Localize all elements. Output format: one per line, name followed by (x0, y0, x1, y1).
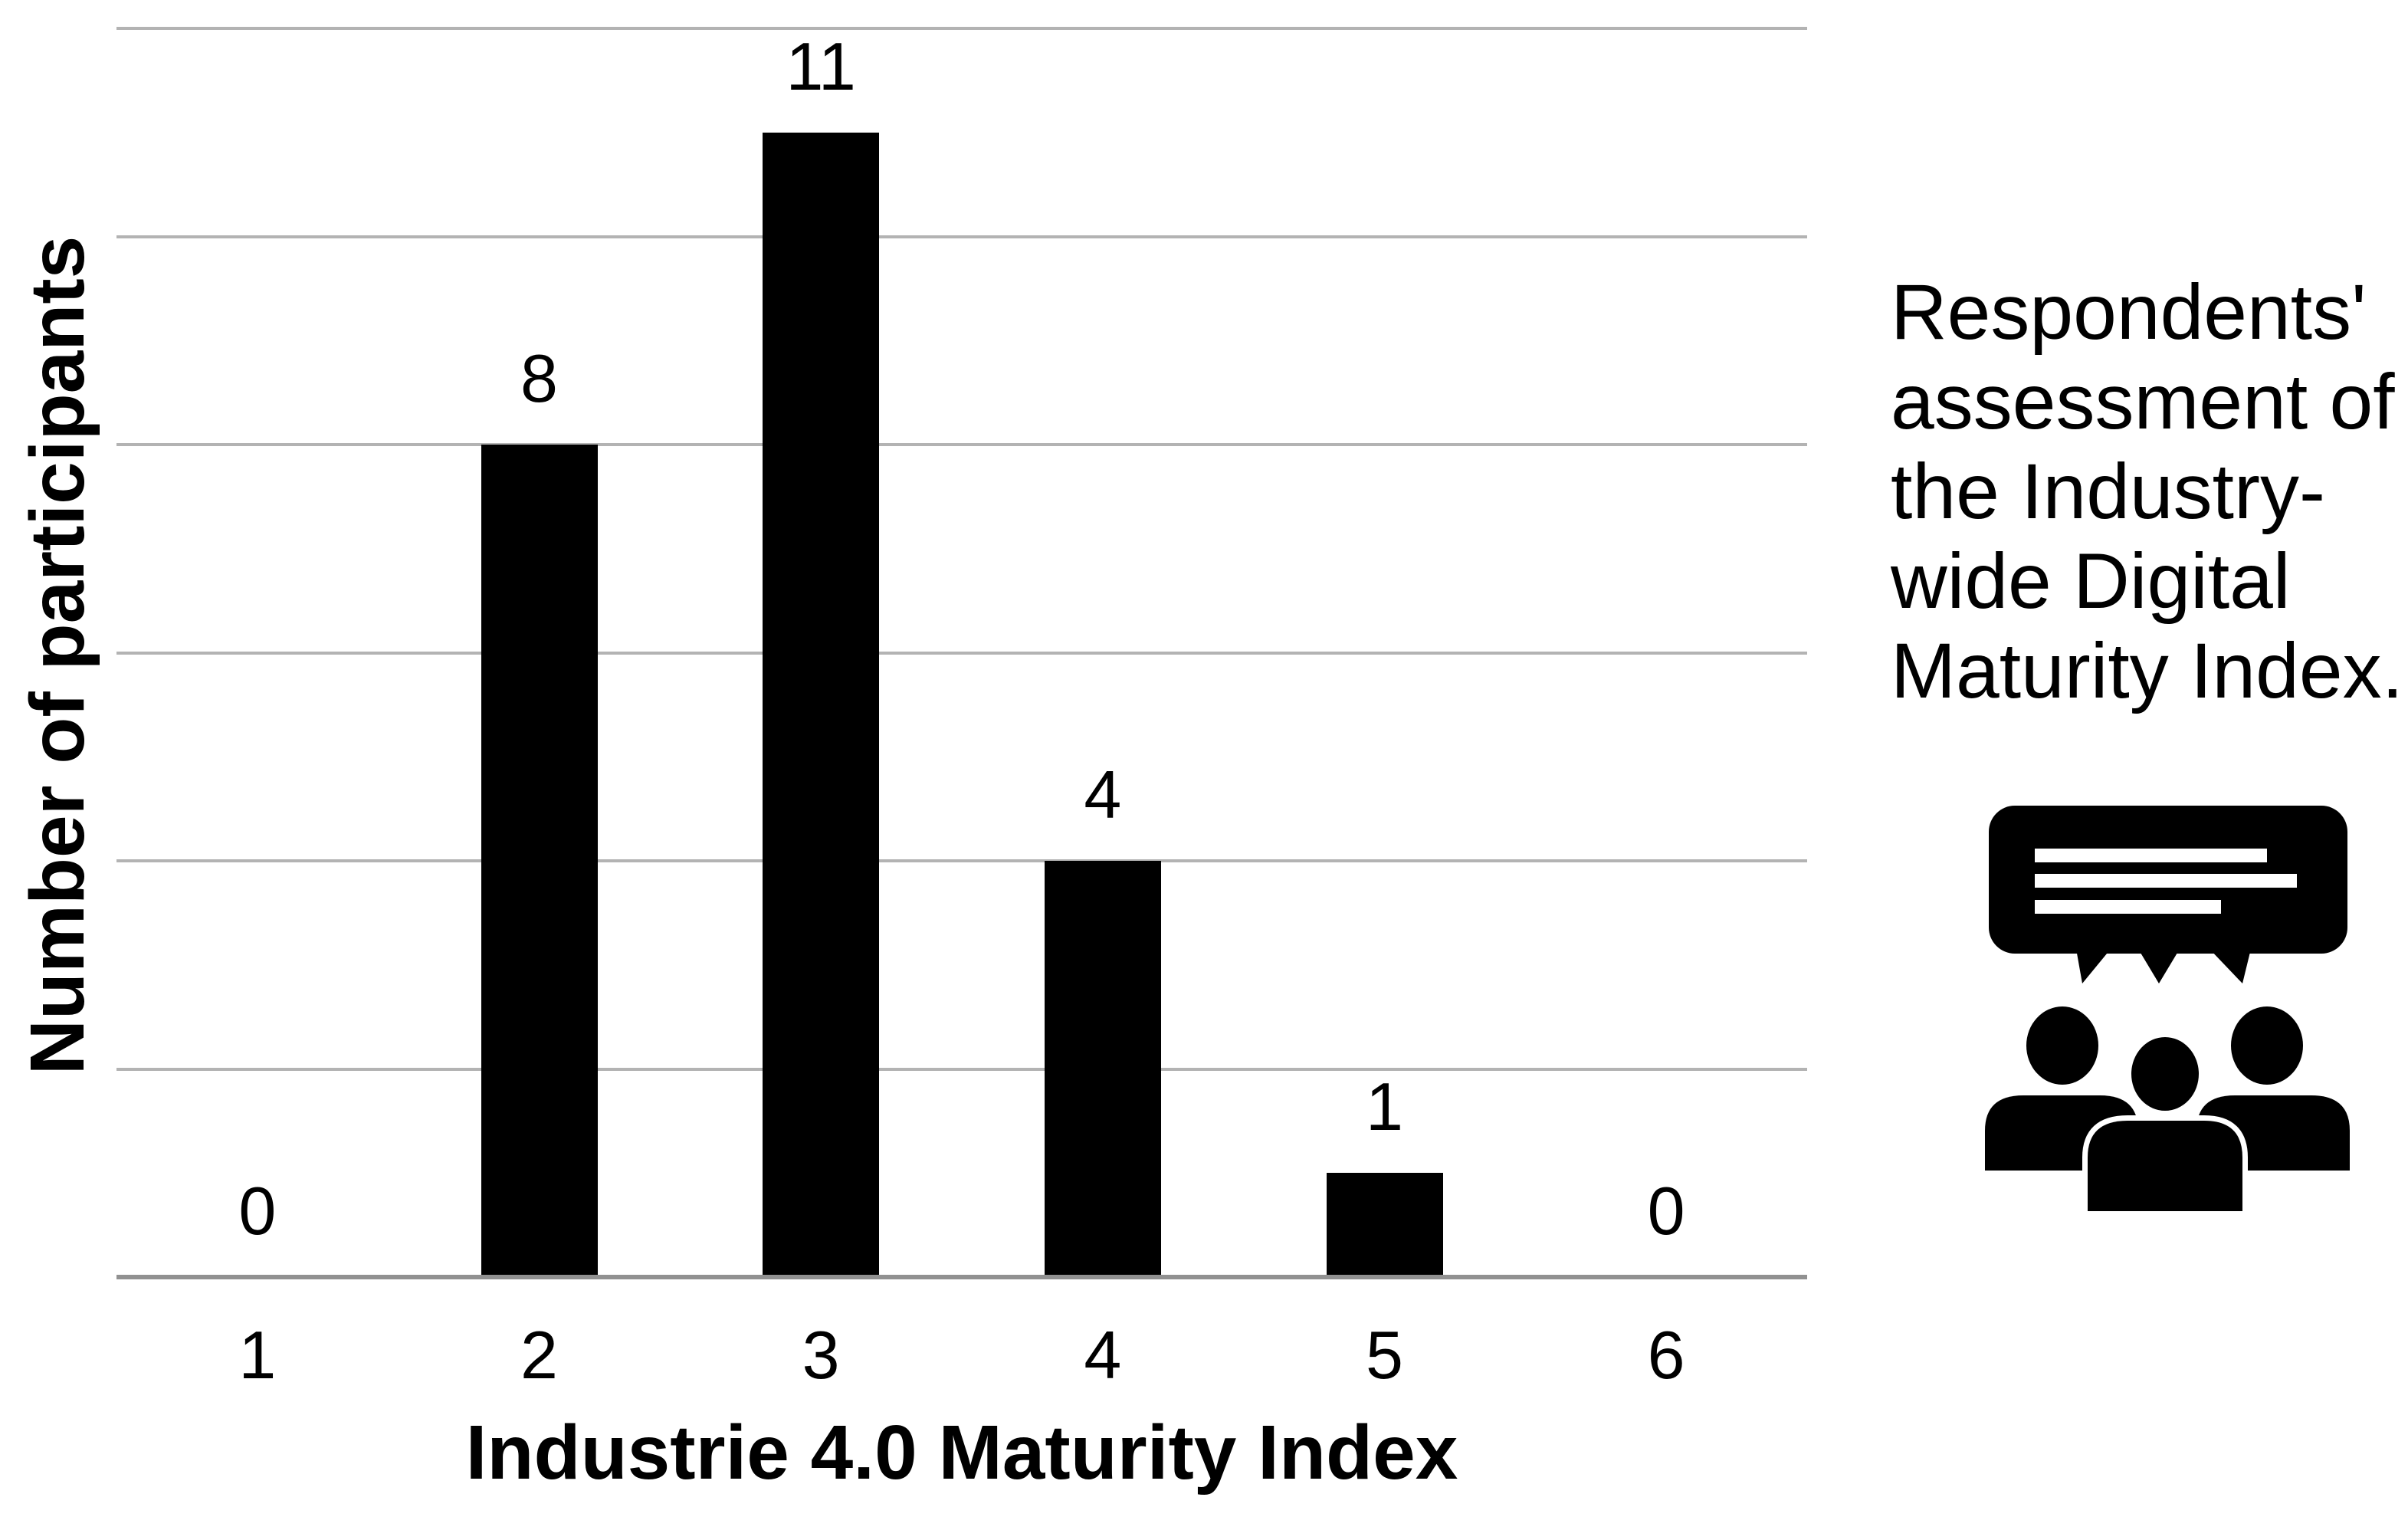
x-axis-line (116, 1275, 1807, 1279)
x-tick-label-2: 2 (520, 1317, 558, 1393)
chart-caption: Respondents' assessment of the Industry-… (1891, 268, 2403, 716)
bubble-text-line (2035, 849, 2267, 862)
gridline (116, 859, 1807, 862)
caption-line: wide Digital (1891, 537, 2291, 625)
data-label-category-5: 1 (1366, 1069, 1403, 1145)
bubble-tail (2210, 949, 2251, 983)
gridline (116, 651, 1807, 655)
x-tick-label-4: 4 (1084, 1317, 1122, 1393)
person-head (2121, 1026, 2210, 1121)
gridline (116, 1067, 1807, 1071)
bar-category-3 (763, 132, 880, 1277)
person-body (2088, 1121, 2242, 1211)
data-label-category-1: 0 (238, 1173, 277, 1249)
bar-category-4 (1044, 861, 1161, 1277)
caption-line: Respondents' (1891, 268, 2367, 356)
bar-category-5 (1326, 1173, 1443, 1277)
audience-feedback-icon (1983, 797, 2351, 1212)
caption-line: assessment of (1891, 358, 2395, 445)
x-tick-label-5: 5 (1366, 1317, 1403, 1393)
bubble-tail (2138, 949, 2180, 983)
person-head (2026, 1006, 2098, 1085)
data-label-category-6: 0 (1647, 1173, 1685, 1249)
caption-line: the Industry- (1891, 448, 2325, 535)
data-label-category-4: 4 (1084, 757, 1122, 832)
gridline (116, 443, 1807, 446)
x-tick-label-1: 1 (238, 1317, 277, 1393)
bar-category-2 (481, 445, 598, 1277)
data-label-category-3: 11 (786, 28, 856, 104)
x-tick-label-3: 3 (802, 1317, 840, 1393)
bubble-tail (2076, 949, 2111, 983)
bubble-text-line (2035, 874, 2297, 888)
gridline (116, 235, 1807, 238)
x-axis-title: Industrie 4.0 Maturity Index (465, 1410, 1458, 1496)
gridline (116, 27, 1807, 30)
person-head (2231, 1006, 2303, 1085)
y-axis-title: Number of participants (15, 235, 100, 1075)
x-tick-label-6: 6 (1647, 1317, 1685, 1393)
caption-line: Maturity Index. (1891, 627, 2403, 714)
data-label-category-2: 8 (520, 340, 558, 416)
bubble-text-line (2035, 900, 2221, 914)
